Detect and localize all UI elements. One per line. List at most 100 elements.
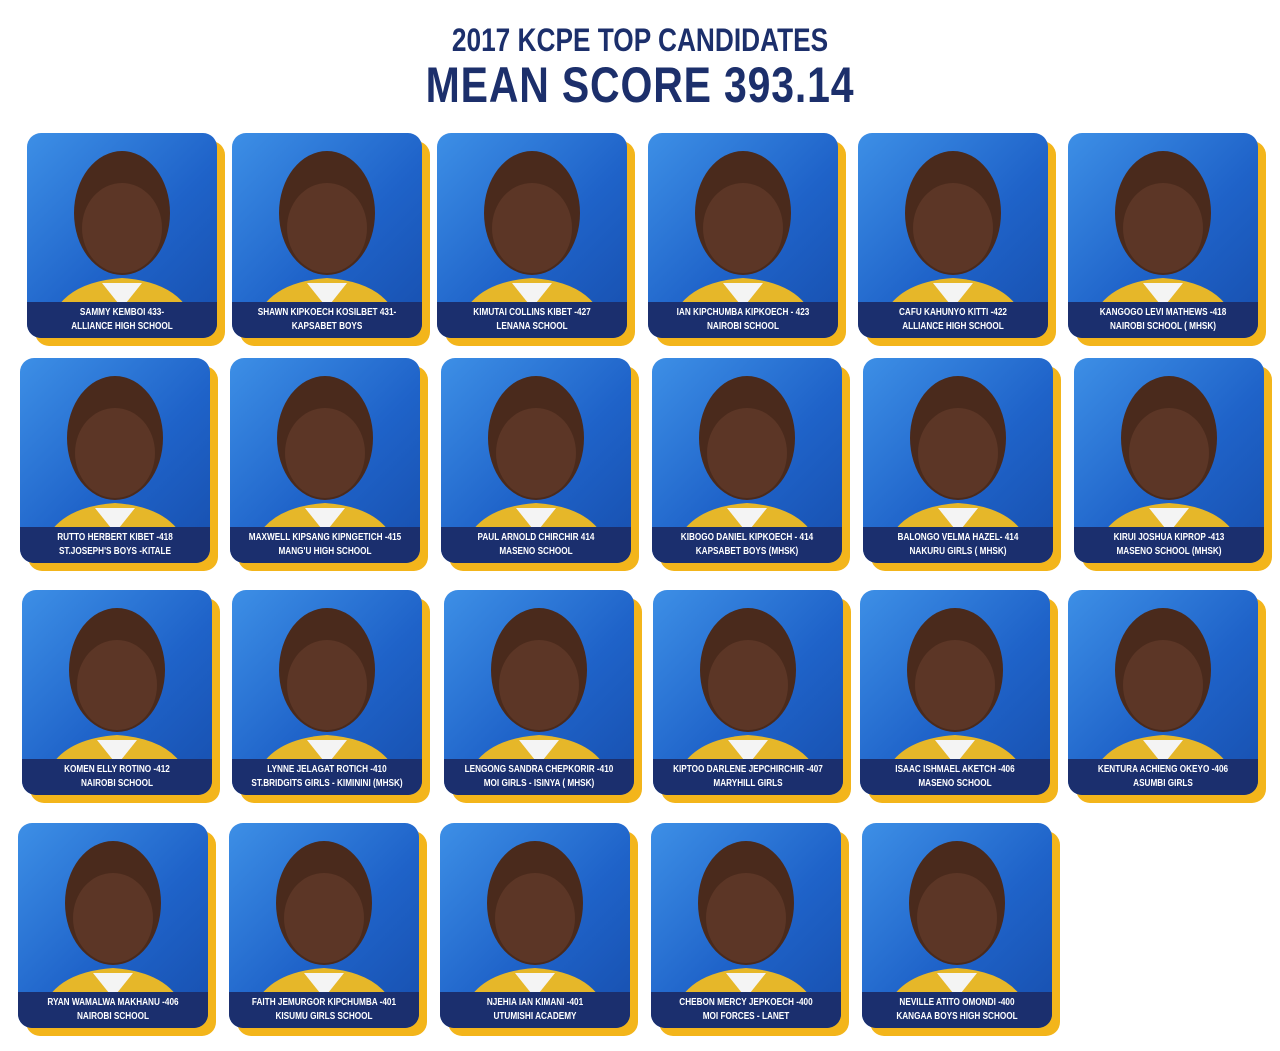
candidate-card: KANGOGO LEVI MATHEWS -418 NAIROBI SCHOOL … xyxy=(1068,133,1266,346)
candidate-card: IAN KIPCHUMBA KIPKOECH - 423 NAIROBI SCHO… xyxy=(648,133,846,346)
candidate-photo: SHAWN KIPKOECH KOSILBET 431- KAPSABET BOY… xyxy=(232,133,422,338)
candidate-card: CHEBON MERCY JEPKOECH -400 MOI FORCES - L… xyxy=(651,823,849,1036)
candidate-photo: BALONGO VELMA HAZEL- 414 NAKURU GIRLS ( M… xyxy=(863,358,1053,563)
collar xyxy=(515,973,555,998)
candidate-name: KIPTOO DARLENE JEPCHIRCHIR -407 xyxy=(673,764,823,775)
card-label: KIMUTAI COLLINS KIBET -427 LENANA SCHOOL xyxy=(437,302,627,338)
candidate-name: KOMEN ELLY ROTINO -412 xyxy=(64,764,170,775)
candidate-photo: SAMMY KEMBOI 433- ALLIANCE HIGH SCHOOL xyxy=(27,133,217,338)
candidate-card: LYNNE JELAGAT ROTICH -410 ST.BRIDGITS GIR… xyxy=(232,590,430,803)
candidate-school: KAPSABET BOYS xyxy=(291,321,363,332)
candidate-school: UTUMISHI ACADEMY xyxy=(493,1011,577,1022)
face xyxy=(492,183,572,273)
candidate-name: BALONGO VELMA HAZEL- 414 xyxy=(897,532,1019,543)
candidate-photo: RYAN WAMALWA MAKHANU -406 NAIROBI SCHOOL xyxy=(18,823,208,1028)
candidate-card: CAFU KAHUNYO KITTI -422 ALLIANCE HIGH SCH… xyxy=(858,133,1056,346)
candidate-photo: KOMEN ELLY ROTINO -412 NAIROBI SCHOOL xyxy=(22,590,212,795)
face xyxy=(495,873,575,963)
card-label: NEVILLE ATITO OMONDI -400 KANGAA BOYS HIG… xyxy=(862,992,1052,1028)
candidate-card: ISAAC ISHMAEL AKETCH -406 MASENO SCHOOL xyxy=(860,590,1058,803)
candidate-school: MOI GIRLS - ISINYA ( MHSK) xyxy=(483,778,595,789)
face xyxy=(284,873,364,963)
candidate-card: KIPTOO DARLENE JEPCHIRCHIR -407 MARYHILL … xyxy=(653,590,851,803)
candidate-school: MARYHILL GIRLS xyxy=(713,778,783,789)
candidate-photo: NJEHIA IAN KIMANI -401 UTUMISHI ACADEMY xyxy=(440,823,630,1028)
face xyxy=(499,640,579,730)
card-label: KIBOGO DANIEL KIPKOECH - 414 KAPSABET BOY… xyxy=(652,527,842,563)
candidate-photo: PAUL ARNOLD CHIRCHIR 414 MASENO SCHOOL xyxy=(441,358,631,563)
candidate-name: SAMMY KEMBOI 433- xyxy=(79,307,165,318)
candidate-photo: KANGOGO LEVI MATHEWS -418 NAIROBI SCHOOL … xyxy=(1068,133,1258,338)
candidate-school: NAKURU GIRLS ( MHSK) xyxy=(909,546,1007,557)
candidate-school: KISUMU GIRLS SCHOOL xyxy=(275,1011,373,1022)
collar xyxy=(935,740,975,765)
face xyxy=(915,640,995,730)
face xyxy=(913,183,993,273)
candidate-name: NJEHIA IAN KIMANI -401 xyxy=(486,997,584,1008)
candidate-school: ASUMBI GIRLS xyxy=(1133,778,1193,789)
face xyxy=(77,640,157,730)
candidate-name: RUTTO HERBERT KIBET -418 xyxy=(57,532,173,543)
collar xyxy=(727,508,767,533)
collar xyxy=(1143,740,1183,765)
card-label: KANGOGO LEVI MATHEWS -418 NAIROBI SCHOOL … xyxy=(1068,302,1258,338)
collar xyxy=(933,283,973,308)
card-label: SHAWN KIPKOECH KOSILBET 431- KAPSABET BOY… xyxy=(232,302,422,338)
face xyxy=(1123,640,1203,730)
candidate-card: LENGONG SANDRA CHEPKORIR -410 MOI GIRLS -… xyxy=(444,590,642,803)
card-label: CAFU KAHUNYO KITTI -422 ALLIANCE HIGH SCH… xyxy=(858,302,1048,338)
collar xyxy=(519,740,559,765)
face xyxy=(706,873,786,963)
candidate-card: KIBOGO DANIEL KIPKOECH - 414 KAPSABET BOY… xyxy=(652,358,850,571)
face xyxy=(496,408,576,498)
candidate-photo: KIRUI JOSHUA KIPROP -413 MASENO SCHOOL (M… xyxy=(1074,358,1264,563)
collar xyxy=(512,283,552,308)
card-label: KOMEN ELLY ROTINO -412 NAIROBI SCHOOL xyxy=(22,759,212,795)
candidate-card: NJEHIA IAN KIMANI -401 UTUMISHI ACADEMY xyxy=(440,823,638,1036)
collar xyxy=(304,973,344,998)
candidate-card: PAUL ARNOLD CHIRCHIR 414 MASENO SCHOOL xyxy=(441,358,639,571)
candidate-school: ST.BRIDGITS GIRLS - KIMININI (MHSK) xyxy=(251,778,403,789)
card-label: KIPTOO DARLENE JEPCHIRCHIR -407 MARYHILL … xyxy=(653,759,843,795)
candidate-photo: ISAAC ISHMAEL AKETCH -406 MASENO SCHOOL xyxy=(860,590,1050,795)
candidate-school: KAPSABET BOYS (MHSK) xyxy=(695,546,799,557)
candidate-school: NAIROBI SCHOOL xyxy=(81,778,153,789)
face xyxy=(73,873,153,963)
card-label: LENGONG SANDRA CHEPKORIR -410 MOI GIRLS -… xyxy=(444,759,634,795)
collar xyxy=(726,973,766,998)
face xyxy=(287,183,367,273)
face xyxy=(918,408,998,498)
card-label: NJEHIA IAN KIMANI -401 UTUMISHI ACADEMY xyxy=(440,992,630,1028)
portrait xyxy=(882,841,1032,1028)
collar xyxy=(307,740,347,765)
candidate-photo: IAN KIPCHUMBA KIPKOECH - 423 NAIROBI SCHO… xyxy=(648,133,838,338)
candidate-school: ALLIANCE HIGH SCHOOL xyxy=(902,321,1004,332)
candidate-photo: MAXWELL KIPSANG KIPNGETICH -415 MANG'U HI… xyxy=(230,358,420,563)
poster-title: 2017 KCPE TOP CANDIDATES xyxy=(451,22,829,58)
candidate-photo: FAITH JEMURGOR KIPCHUMBA -401 KISUMU GIRL… xyxy=(229,823,419,1028)
candidate-photo: CHEBON MERCY JEPKOECH -400 MOI FORCES - L… xyxy=(651,823,841,1028)
face xyxy=(708,640,788,730)
face xyxy=(287,640,367,730)
card-label: IAN KIPCHUMBA KIPKOECH - 423 NAIROBI SCHO… xyxy=(648,302,838,338)
candidate-card: KIRUI JOSHUA KIPROP -413 MASENO SCHOOL (M… xyxy=(1074,358,1272,571)
candidate-name: NEVILLE ATITO OMONDI -400 xyxy=(899,997,1015,1008)
card-label: BALONGO VELMA HAZEL- 414 NAKURU GIRLS ( M… xyxy=(863,527,1053,563)
candidate-card: KIMUTAI COLLINS KIBET -427 LENANA SCHOOL xyxy=(437,133,635,346)
candidate-photo: RUTTO HERBERT KIBET -418 ST.JOSEPH'S BOYS… xyxy=(20,358,210,563)
face xyxy=(703,183,783,273)
collar xyxy=(102,283,142,308)
candidate-card: NEVILLE ATITO OMONDI -400 KANGAA BOYS HIG… xyxy=(862,823,1060,1036)
candidate-photo: KENTURA ACHIENG OKEYO -406 ASUMBI GIRLS xyxy=(1068,590,1258,795)
candidate-school: ST.JOSEPH'S BOYS -KITALE xyxy=(58,546,172,557)
candidate-school: LENANA SCHOOL xyxy=(496,321,568,332)
collar xyxy=(1143,283,1183,308)
collar xyxy=(95,508,135,533)
candidate-card: RUTTO HERBERT KIBET -418 ST.JOSEPH'S BOYS… xyxy=(20,358,218,571)
candidate-school: KANGAA BOYS HIGH SCHOOL xyxy=(896,1011,1018,1022)
candidate-school: MASENO SCHOOL xyxy=(499,546,573,557)
card-label: PAUL ARNOLD CHIRCHIR 414 MASENO SCHOOL xyxy=(441,527,631,563)
collar xyxy=(307,283,347,308)
card-label: RYAN WAMALWA MAKHANU -406 NAIROBI SCHOOL xyxy=(18,992,208,1028)
candidate-school: MOI FORCES - LANET xyxy=(702,1011,790,1022)
